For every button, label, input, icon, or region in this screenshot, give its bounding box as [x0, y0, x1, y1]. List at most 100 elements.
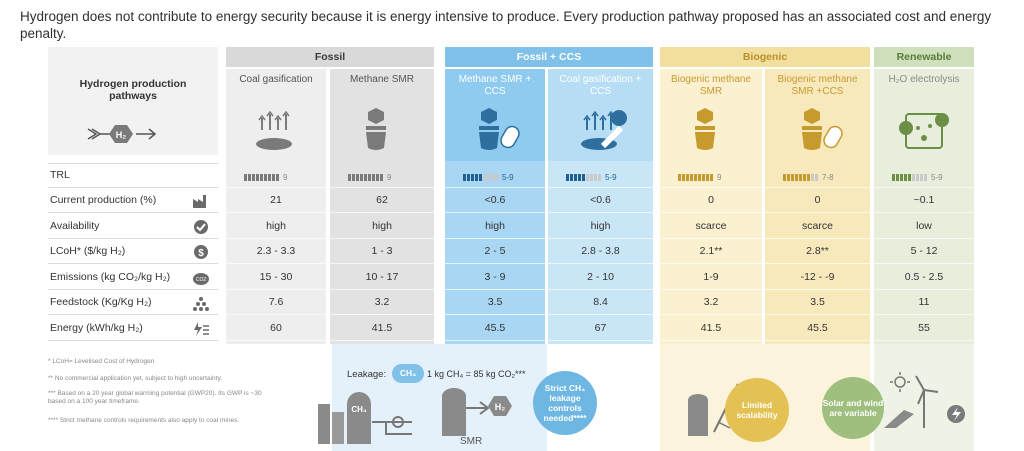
cell-4-3: 1-9: [703, 271, 719, 283]
trl-segment: [908, 173, 911, 181]
cell-3-3: 2 - 10: [587, 271, 614, 283]
trl-value: 5-9: [931, 172, 943, 182]
group-header-biogenic: Biogenic: [660, 47, 870, 67]
trl-segment: [272, 173, 275, 181]
trl-segment: [360, 173, 363, 181]
row-divider-left-0: [48, 187, 218, 188]
trl-segment: [487, 173, 490, 181]
trl-segment: [702, 173, 705, 181]
cell-5-0: 0: [814, 194, 821, 206]
cell-4-4: 3.2: [703, 296, 719, 308]
column-header-6: H₂O electrolysis: [888, 74, 960, 85]
row-divider-4: [226, 289, 974, 290]
cell-0-3: 15 - 30: [259, 271, 293, 283]
pile-icon: [193, 297, 209, 311]
trl-segment: [566, 173, 569, 181]
trl-segment: [904, 173, 907, 181]
trl-segment: [582, 173, 585, 181]
trl-bar-4: 9: [678, 172, 721, 182]
cell-5-5: 45.5: [807, 322, 828, 334]
trl-segment: [698, 173, 701, 181]
trl-segment: [896, 173, 899, 181]
trl-segment: [586, 173, 589, 181]
row-label-2: Availability: [50, 220, 100, 232]
smr-label: SMR: [460, 436, 483, 447]
trl-segment: [463, 173, 466, 181]
column-header-4: Biogenic methane SMR: [670, 74, 752, 97]
trl-segment: [710, 173, 713, 181]
trl-segment: [475, 173, 478, 181]
cell-6-2: 5 - 12: [910, 245, 938, 257]
row-divider-left-2: [48, 238, 218, 239]
leakage-equation: 1 kg CH₄ = 85 kg CO₂***: [427, 369, 526, 379]
cell-2-3: 3 - 9: [484, 271, 506, 283]
pathway-icon-4: [695, 108, 715, 150]
trl-bar-0: 9: [244, 172, 287, 182]
trl-segment: [372, 173, 375, 181]
row-divider-left-1: [48, 212, 218, 213]
trl-segment: [244, 173, 247, 181]
plant-ch4-label: CH₄: [351, 405, 367, 414]
trl-segment: [795, 173, 798, 181]
trl-value: 7-8: [822, 172, 834, 182]
cell-3-2: 2.8 - 3.8: [581, 245, 620, 257]
row-label-5: Feedstock (Kg/Kg H₂): [50, 296, 152, 308]
trl-bar-3: 5-9: [566, 172, 617, 182]
cell-2-5: 45.5: [484, 322, 506, 334]
row-label-4: Emissions (kg CO₂/kg H₂): [50, 271, 171, 283]
trl-segment: [364, 173, 367, 181]
h2-flow-icon: H₂: [87, 125, 157, 143]
cell-0-2: 2.3 - 3.3: [256, 245, 296, 257]
cell-3-4: 8.4: [593, 296, 608, 308]
trl-segment: [594, 173, 597, 181]
pathway-icon-5: [801, 108, 843, 150]
cell-0-0: 21: [270, 194, 282, 206]
trl-segment: [264, 173, 267, 181]
row-divider-1: [226, 212, 974, 213]
pathway-icon-3: [580, 110, 627, 150]
column-header-2: Methane SMR + CCS: [458, 74, 532, 97]
trl-segment: [912, 173, 915, 181]
trl-segment: [783, 173, 786, 181]
row-divider-left-5: [48, 314, 218, 315]
row-divider-left-4: [48, 289, 218, 290]
column-header-3: Coal gasification + CCS: [559, 74, 642, 97]
trl-value: 5-9: [502, 172, 514, 182]
row-divider-left-6: [48, 340, 218, 341]
trl-segment: [578, 173, 581, 181]
cell-2-4: 3.5: [487, 296, 503, 308]
cell-2-2: 2 - 5: [484, 245, 506, 257]
cell-6-3: 0.5 - 2.5: [904, 271, 944, 283]
pathways-label: Hydrogen production pathways: [79, 78, 187, 102]
group-header-renewable: Renewable: [874, 47, 974, 67]
headline: Hydrogen does not contribute to energy s…: [20, 9, 992, 41]
cell-2-1: high: [485, 220, 505, 232]
trl-segment: [252, 173, 255, 181]
pathway-icon-0: [256, 110, 292, 150]
trl-segment: [686, 173, 689, 181]
trl-segment: [811, 173, 814, 181]
footnote-1: ** No commercial application yet, subjec…: [48, 375, 223, 382]
trl-segment: [248, 173, 251, 181]
cell-1-0: 62: [376, 194, 388, 206]
solar-wind-variable-circle: Solar and wind are variable: [822, 377, 884, 439]
trl-segment: [678, 173, 681, 181]
trl-segment: [570, 173, 573, 181]
cell-3-5: 67: [594, 322, 607, 334]
trl-segment: [256, 173, 259, 181]
column-header-0: Coal gasification: [239, 74, 313, 85]
trl-segment: [916, 173, 919, 181]
trl-segment: [471, 173, 474, 181]
trl-segment: [920, 173, 923, 181]
row-label-6: Energy (kWh/kg H₂): [50, 322, 143, 334]
cell-5-4: 3.5: [810, 296, 825, 308]
trl-bar-1: 9: [348, 172, 391, 182]
trl-segment: [380, 173, 383, 181]
trl-value: 9: [283, 172, 288, 182]
trl-segment: [900, 173, 903, 181]
trl-segment: [924, 173, 927, 181]
trl-segment: [803, 173, 806, 181]
cell-6-1: low: [916, 220, 932, 232]
cell-0-1: high: [266, 220, 286, 232]
limited-scalability-circle: Limited scalability: [725, 378, 789, 442]
